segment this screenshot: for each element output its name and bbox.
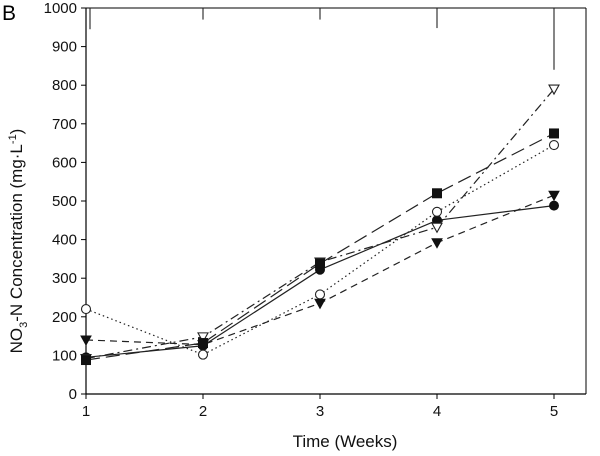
y-title-middle: -N Concentration (mg	[7, 159, 26, 322]
marker-filled-triangle	[548, 190, 560, 202]
marker-filled-triangle	[431, 238, 443, 249]
axes: 0 100 200 300 400 500 600 700 800 900 1000 1 2 3 4 5	[44, 0, 587, 420]
marker-open-circle	[80, 304, 92, 315]
y-tick-label: 400	[52, 232, 77, 249]
marker-filled-square	[81, 355, 91, 366]
y-title-subscript: 3	[18, 322, 30, 328]
marker-filled-square	[549, 128, 559, 139]
y-title-prefix: NO	[7, 328, 26, 354]
y-title-suffix: )	[7, 129, 26, 135]
y-tick-label: 0	[69, 386, 77, 403]
y-title-dot: ·	[7, 154, 26, 160]
y-tick-label: 800	[52, 77, 77, 94]
marker-open-triangle	[548, 84, 560, 96]
series-line	[85, 205, 555, 358]
series-filled-square	[81, 128, 559, 366]
series-filled-circle	[81, 200, 559, 363]
x-tick-label: 2	[199, 403, 207, 420]
y-axis-title: NO3-N Concentration (mg·L-1)	[7, 129, 30, 354]
y-tick-label: 500	[52, 193, 77, 210]
y-tick-label: 700	[52, 116, 77, 133]
y-tick-label: 900	[52, 39, 77, 56]
marker-filled-triangle	[80, 335, 92, 346]
y-tick-label: 100	[52, 347, 77, 364]
marker-open-triangle	[431, 222, 443, 234]
series-open-triangle	[80, 84, 560, 365]
y-title-unit: L	[7, 144, 26, 153]
marker-open-circle	[197, 349, 209, 360]
marker-filled-triangle	[314, 298, 326, 310]
x-tick-label: 5	[550, 403, 558, 420]
y-tick-label: 300	[52, 270, 77, 287]
marker-filled-square	[432, 188, 442, 199]
y-tick-label: 200	[52, 309, 77, 326]
marker-filled-square	[198, 338, 208, 349]
marker-open-triangle	[197, 332, 209, 344]
marker-filled-square	[315, 258, 325, 269]
series-group	[80, 8, 560, 366]
x-tick-label: 3	[316, 403, 324, 420]
x-tick-label: 4	[433, 403, 441, 420]
y-tick-label: 600	[52, 154, 77, 171]
series-line	[85, 144, 555, 356]
marker-open-circle	[548, 139, 560, 151]
marker-open-circle	[431, 206, 443, 217]
panel-label: B	[2, 2, 16, 25]
x-axis-title: Time (Weeks)	[293, 432, 398, 451]
x-tick-label: 1	[82, 403, 90, 420]
y-title-superscript: -1	[7, 134, 19, 144]
marker-filled-circle	[549, 200, 559, 211]
series-line	[85, 88, 555, 360]
y-tick-label: 1000	[44, 0, 77, 17]
series-open-circle	[80, 139, 560, 360]
series-line	[85, 132, 555, 361]
marker-open-circle	[314, 289, 326, 300]
